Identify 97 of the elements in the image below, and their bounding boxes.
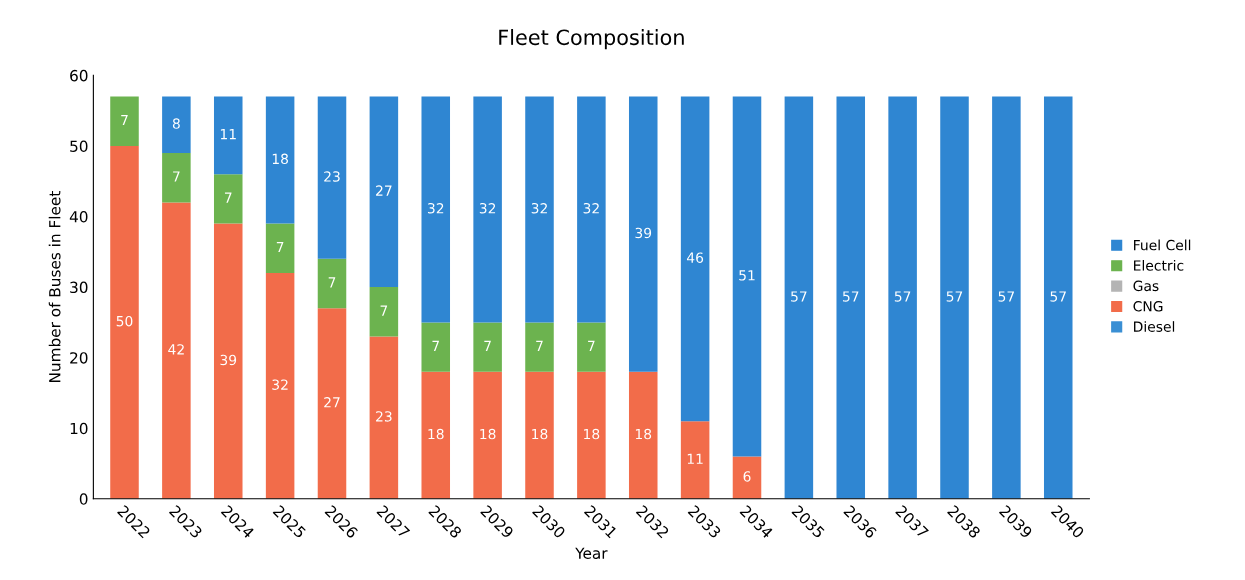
legend-label: Gas [1133, 280, 1159, 292]
data-label: 23 [376, 411, 392, 422]
data-label: 7 [328, 277, 336, 288]
data-label: 18 [428, 428, 444, 440]
data-label: 18 [532, 428, 548, 440]
bar [836, 96, 866, 499]
data-label: 6 [743, 471, 751, 482]
data-label: 7 [380, 305, 388, 316]
y-tick-label: 40 [69, 211, 88, 223]
data-label: 27 [376, 185, 392, 196]
bar [732, 456, 762, 499]
bar [213, 174, 243, 224]
y-tick-label: 60 [70, 69, 88, 82]
bar [110, 145, 139, 499]
bar [317, 308, 347, 499]
data-label: 57 [842, 291, 859, 302]
bar [421, 371, 451, 499]
data-label: 7 [276, 241, 284, 253]
bar [473, 96, 502, 323]
bar [369, 287, 399, 337]
x-axis-title: Year [575, 547, 608, 559]
data-label: 18 [584, 428, 600, 440]
bar [992, 96, 1021, 499]
bar [213, 96, 243, 175]
bar [680, 96, 710, 422]
bar [628, 96, 658, 372]
bar [421, 322, 451, 372]
data-label: 32 [479, 203, 496, 214]
bar [317, 96, 347, 259]
legend-label: Fuel Cell [1134, 239, 1191, 251]
data-label: 7 [484, 340, 491, 351]
data-label: 18 [272, 153, 289, 165]
data-label: 57 [1050, 291, 1066, 302]
data-label: 42 [168, 344, 184, 355]
data-label: 32 [272, 379, 288, 390]
legend-label: Electric [1134, 259, 1184, 271]
data-label: 51 [739, 270, 755, 281]
bar [265, 272, 295, 499]
bar [525, 96, 554, 323]
data-label: 39 [220, 354, 237, 366]
bar [628, 371, 658, 499]
chart-title: Fleet Composition [499, 29, 684, 50]
data-label: 7 [121, 114, 128, 126]
data-label: 7 [224, 192, 232, 203]
y-axis-title: Number of Buses in Fleet [48, 191, 61, 382]
data-label: 57 [894, 291, 911, 302]
bar [525, 371, 554, 499]
data-label: 23 [324, 171, 340, 182]
data-label: 39 [635, 227, 652, 239]
data-label: 18 [480, 428, 496, 440]
y-tick-label: 30 [70, 281, 88, 294]
bar [110, 96, 139, 146]
bar [473, 371, 502, 499]
data-label: 11 [220, 129, 236, 140]
bar [265, 96, 295, 224]
data-label: 32 [531, 203, 547, 214]
data-label: 27 [324, 397, 340, 408]
bar [369, 96, 399, 288]
data-label: 57 [998, 291, 1015, 302]
data-label: 46 [686, 252, 704, 263]
data-label: 8 [172, 118, 180, 129]
bar [317, 258, 347, 309]
data-label: 7 [536, 340, 543, 351]
bar [421, 96, 451, 323]
bar [784, 96, 814, 499]
bar [525, 322, 554, 372]
bar [680, 421, 710, 499]
bar [473, 322, 502, 372]
bar [162, 202, 191, 499]
bar [162, 96, 191, 154]
data-label: 7 [173, 171, 180, 182]
data-label: 32 [583, 203, 599, 214]
bar [888, 96, 917, 499]
bar [577, 322, 606, 372]
data-label: 57 [946, 291, 963, 302]
bar [265, 223, 295, 273]
bar [213, 223, 243, 499]
legend-label: CNG [1133, 301, 1163, 312]
data-label: 7 [432, 340, 439, 351]
bar [369, 336, 399, 499]
data-label: 32 [427, 203, 444, 214]
bar [577, 96, 606, 323]
data-label: 18 [635, 428, 652, 440]
bar [1043, 96, 1073, 499]
data-label: 7 [588, 340, 595, 351]
bar [162, 153, 191, 203]
y-tick-label: 0 [79, 493, 88, 505]
bar [732, 96, 762, 457]
data-label: 11 [687, 453, 703, 464]
y-tick-label: 20 [70, 352, 88, 364]
legend-label: Diesel [1134, 321, 1175, 332]
data-label: 50 [116, 315, 133, 327]
y-tick-label: 10 [70, 422, 88, 435]
bar [577, 371, 606, 499]
y-tick-label: 50 [70, 140, 88, 152]
bar [940, 96, 969, 499]
data-label: 57 [791, 291, 807, 302]
